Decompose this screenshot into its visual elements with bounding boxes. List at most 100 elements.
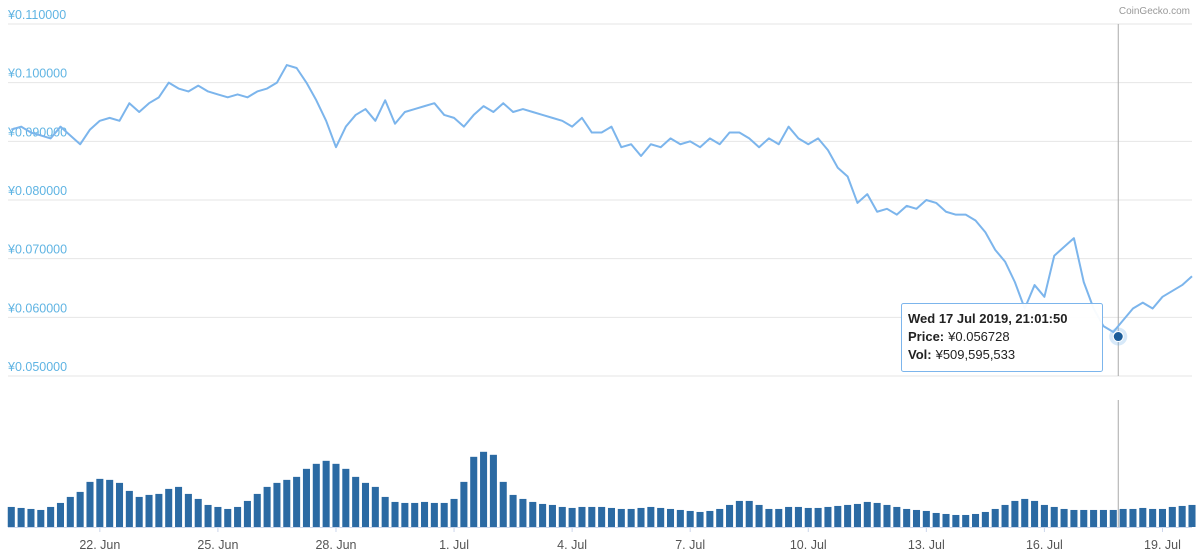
volume-bar	[283, 479, 291, 527]
tooltip-volume-name: Vol:	[908, 347, 932, 362]
tooltip-price-name: Price:	[908, 329, 944, 344]
volume-bar	[529, 501, 537, 527]
volume-bar	[1050, 506, 1058, 527]
volume-bar	[519, 498, 527, 527]
volume-bar	[47, 506, 55, 527]
volume-bar	[115, 482, 124, 527]
volume-bar	[66, 496, 74, 527]
volume-bar	[696, 511, 704, 527]
volume-bar	[204, 504, 212, 527]
volume-bar	[175, 486, 183, 527]
volume-bar	[135, 496, 143, 527]
volume-bar	[184, 493, 192, 527]
volume-bar	[1021, 498, 1029, 527]
volume-bar	[214, 506, 222, 527]
volume-bar	[883, 504, 891, 527]
volume-bar	[853, 503, 861, 527]
volume-bar	[509, 494, 517, 527]
x-tick-label: 25. Jun	[197, 538, 238, 552]
volume-bar	[637, 507, 645, 527]
hover-point	[1112, 331, 1124, 343]
volume-bar	[352, 476, 360, 527]
volume-bar	[37, 509, 45, 527]
volume-bar	[912, 509, 921, 527]
y-tick-label: ¥0.110000	[7, 8, 66, 22]
volume-bar	[617, 508, 625, 527]
x-tick-label: 19. Jul	[1144, 538, 1181, 552]
volume-bar	[56, 502, 64, 527]
volume-bar	[1149, 508, 1157, 527]
tooltip-volume-value: ¥509,595,533	[935, 347, 1016, 362]
x-tick-label: 10. Jul	[790, 538, 827, 552]
volume-bar	[607, 507, 616, 527]
volume-bar	[765, 508, 773, 527]
volume-bar	[726, 504, 734, 527]
volume-bar	[470, 456, 478, 527]
volume-bar	[873, 502, 881, 527]
volume-bar	[706, 510, 714, 527]
volume-bar	[794, 506, 802, 527]
volume-bar	[253, 493, 261, 527]
volume-bar	[76, 491, 84, 527]
volume-bar	[1070, 509, 1078, 527]
volume-bar	[932, 512, 940, 527]
volume-bar	[1001, 504, 1009, 527]
volume-bar	[312, 463, 320, 527]
volume-bar	[972, 513, 980, 527]
volume-bar	[804, 507, 812, 527]
volume-bar	[716, 508, 724, 527]
tooltip-date: Wed 17 Jul 2019, 21:01:50	[908, 311, 1067, 326]
x-tick-label: 16. Jul	[1026, 538, 1063, 552]
volume-bar	[666, 508, 675, 527]
volume-bar	[273, 482, 281, 527]
credit: CoinGecko.com	[1119, 6, 1190, 17]
volume-bar	[814, 507, 822, 527]
volume-bar	[263, 486, 271, 527]
volume-bar	[568, 507, 576, 527]
volume-bar	[657, 507, 665, 527]
volume-bar	[1080, 509, 1088, 527]
volume-bar	[302, 468, 310, 527]
volume-bar	[1060, 508, 1068, 527]
volume-bar	[647, 506, 655, 527]
volume-bar	[834, 505, 842, 527]
volume-bar	[499, 481, 507, 527]
volume-bar	[1031, 500, 1039, 527]
volume-bar	[361, 482, 370, 527]
volume-bar	[1168, 506, 1176, 527]
y-tick-label: ¥0.060000	[7, 301, 67, 315]
volume-bar	[381, 496, 389, 527]
volume-bar	[686, 510, 694, 527]
volume-bar	[598, 506, 606, 527]
volume-bar	[1188, 504, 1196, 527]
volume-bar	[194, 498, 202, 527]
volume-bar	[1090, 509, 1098, 527]
y-tick-label: ¥0.050000	[7, 360, 67, 374]
volume-bar	[962, 514, 970, 527]
volume-bar	[627, 508, 635, 527]
volume-bar	[824, 506, 832, 527]
volume-bar	[243, 500, 251, 527]
volume-bar	[332, 463, 340, 527]
volume-bar	[440, 502, 448, 527]
y-tick-label: ¥0.070000	[7, 243, 67, 257]
volume-bar	[224, 508, 232, 527]
volume-bar	[96, 478, 104, 527]
volume-bar	[785, 506, 793, 527]
volume-bar	[952, 514, 960, 527]
volume-bar	[844, 504, 852, 527]
volume-bar	[342, 468, 350, 527]
volume-bar	[676, 509, 684, 527]
tooltip-volume: Vol: ¥509,595,533	[908, 347, 1015, 362]
volume-bar	[1011, 500, 1019, 527]
volume-bar	[165, 488, 173, 527]
volume-bar	[1158, 508, 1167, 527]
volume-bar	[755, 504, 763, 527]
volume-bar	[1099, 509, 1107, 527]
volume-bar	[1040, 504, 1048, 527]
volume-bar	[991, 508, 999, 527]
volume-bar	[421, 501, 429, 527]
x-tick-label: 28. Jun	[315, 538, 356, 552]
tooltip: Wed 17 Jul 2019, 21:01:50 Price: ¥0.056728…	[901, 303, 1103, 372]
volume-bar	[775, 508, 783, 527]
